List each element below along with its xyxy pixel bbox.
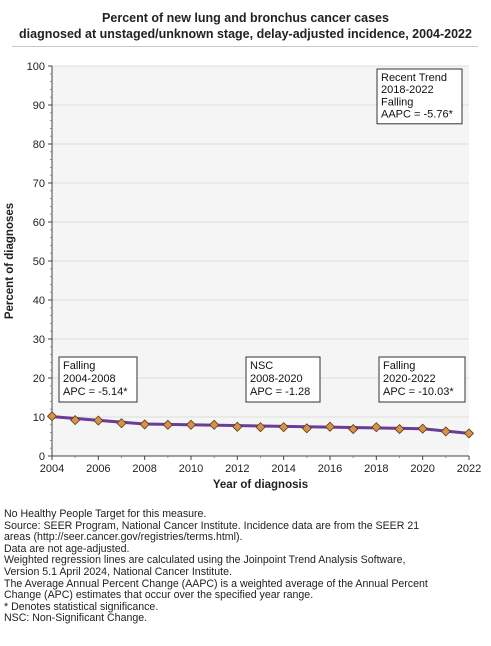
annotation-line: Falling: [63, 360, 95, 372]
y-axis-title: Percent of diagnoses: [4, 203, 16, 319]
data-points: [46, 411, 475, 439]
annotation-line: NSC: [250, 360, 273, 372]
data-point-diamond: [139, 419, 150, 430]
annotation-line: Recent Trend: [381, 72, 447, 84]
x-tick-label: 2008: [132, 463, 156, 475]
footnotes: No Healthy People Target for this measur…: [4, 508, 488, 625]
x-tick-label: 2004: [40, 463, 64, 475]
data-point-diamond: [185, 419, 197, 430]
data-point-diamond: [394, 424, 405, 435]
data-point-diamond: [116, 418, 127, 429]
data-point-diamond: [371, 422, 382, 433]
x-tick-label: 2020: [410, 463, 434, 475]
annotation-line: 2018-2022: [381, 84, 434, 96]
data-point-diamond: [46, 411, 58, 422]
data-point-diamond: [417, 423, 428, 434]
footnote-line: Data are not age-adjusted.: [4, 542, 130, 555]
axis-ticks: 0 10 20 30 40 50 60 70 80 90 100 2004 2006 2008 2010 20…: [27, 61, 482, 475]
data-point-diamond: [70, 415, 81, 426]
annotation-frame: [376, 68, 463, 125]
footnote-line: The Average Annual Percent Change (AAPC)…: [4, 577, 428, 590]
y-tick-label: 70: [33, 178, 45, 190]
y-tick-label: 30: [33, 334, 45, 346]
y-tick-label: 10: [33, 412, 45, 424]
annotation-line: 2020-2022: [383, 373, 436, 385]
footnote-line: Version 5.1 April 2024, National Cancer …: [4, 565, 232, 578]
data-point-diamond: [278, 422, 289, 433]
annotation-line: Falling: [381, 96, 413, 108]
annotation-line: 2008-2020: [250, 373, 303, 385]
chart-title: Percent of new lung and bronchus cancer …: [0, 10, 491, 42]
footnote-line: NSC: Non-Significant Change.: [4, 612, 148, 625]
annotation-line: APC = -5.14*: [63, 386, 128, 398]
data-point-diamond: [301, 423, 312, 434]
x-tick-label: 2006: [86, 463, 110, 475]
x-tick-label: 2016: [318, 463, 342, 475]
x-tick-label: 2018: [364, 463, 388, 475]
data-point-diamond: [162, 419, 173, 430]
y-tick-label: 100: [27, 61, 45, 73]
annotation-frame: [58, 356, 138, 403]
annotation-frame: [378, 356, 466, 403]
chart-svg: 0 10 20 30 40 50 60 70 80 90 100 2004 2006 2008 2010 20…: [4, 61, 482, 491]
data-point-diamond: [209, 419, 220, 430]
y-tick-label: 90: [33, 100, 45, 112]
footnote-line: Weighted regression lines are calculated…: [4, 554, 406, 567]
data-point-diamond: [93, 415, 104, 426]
annotation-line: APC = -1.28: [250, 386, 310, 398]
x-axis-title: Year of diagnosis: [213, 479, 308, 491]
y-tick-label: 40: [33, 295, 45, 307]
footnote-line: areas (http://seer.cancer.gov/registries…: [4, 531, 243, 544]
data-point-diamond: [348, 424, 359, 435]
y-tick-label: 60: [33, 217, 45, 229]
footnote-line: No Healthy People Target for this measur…: [4, 508, 207, 520]
y-tick-label: 80: [33, 139, 45, 151]
footnote-line: Change (APC) estimates that occur over t…: [4, 589, 314, 602]
y-tick-label: 20: [33, 373, 45, 385]
x-tick-label: 2014: [271, 463, 295, 475]
footnote-line: * Denotes statistical significance.: [4, 600, 159, 613]
annotation-line: Falling: [383, 360, 415, 372]
x-tick-label: 2022: [457, 463, 481, 475]
annotation-line: AAPC = -5.76*: [381, 109, 454, 121]
chart-title-line-1: Percent of new lung and bronchus cancer …: [102, 11, 389, 25]
data-point-diamond: [255, 422, 266, 433]
annotation-line: APC = -10.03*: [383, 386, 454, 398]
chart-title-line-2: diagnosed at unstaged/unknown stage, del…: [19, 27, 472, 41]
footnote-line: Source: SEER Program, National Cancer In…: [4, 519, 420, 532]
data-point-diamond: [232, 421, 243, 432]
data-point-diamond: [463, 428, 475, 439]
title-divider: [12, 46, 478, 47]
y-tick-label: 0: [39, 451, 45, 463]
x-tick-label: 2010: [179, 463, 203, 475]
annotation-frame: [245, 356, 321, 403]
y-tick-label: 50: [33, 256, 45, 268]
x-tick-label: 2012: [225, 463, 249, 475]
data-point-diamond: [324, 421, 336, 432]
data-point-diamond: [440, 426, 451, 437]
annotation-line: 2004-2008: [63, 373, 116, 385]
